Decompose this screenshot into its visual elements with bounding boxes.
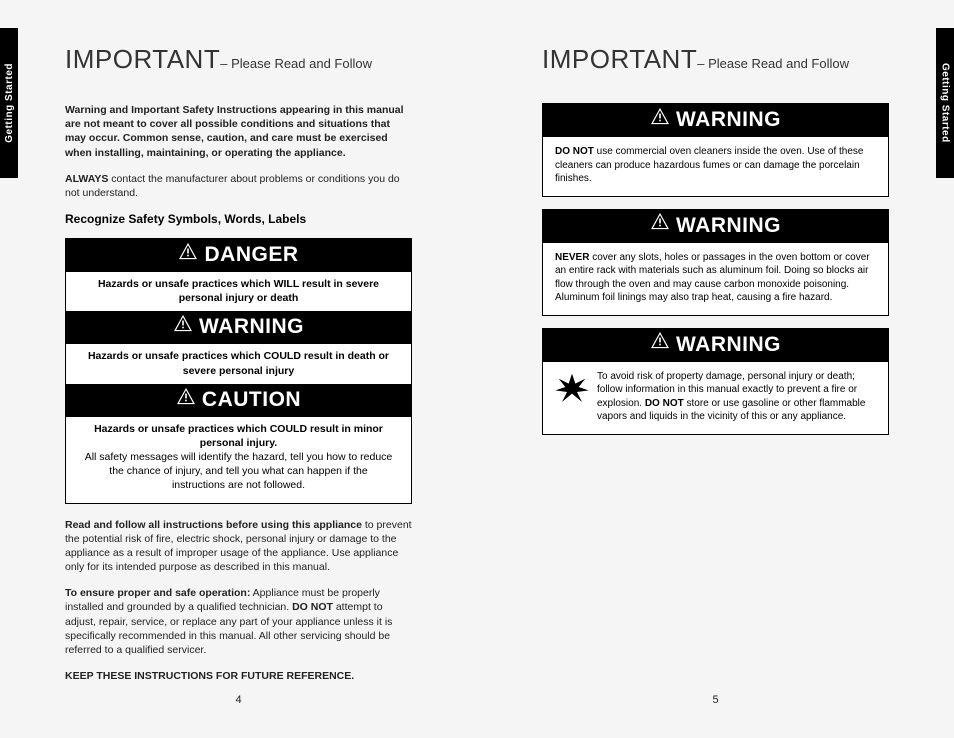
page-number-right: 5	[712, 694, 718, 706]
page-title-right: IMPORTANT– Please Read and Follow	[542, 44, 889, 75]
warning-never: NEVER	[555, 252, 589, 263]
page-title-big-r: IMPORTANT	[542, 44, 697, 74]
warning-text-1: use commercial oven cleaners inside the …	[555, 146, 863, 184]
intro-paragraph-1: Warning and Important Safety Instruction…	[65, 103, 412, 160]
para-read-follow-bold: Read and follow all instructions before …	[65, 519, 362, 531]
caution-body: Hazards or unsafe practices which COULD …	[66, 417, 411, 503]
section-tab-left-label: Getting Started	[4, 63, 15, 143]
warning-label-1: WARNING	[676, 108, 781, 131]
page-title-dash-r: –	[697, 56, 704, 71]
subheading-recognize: Recognize Safety Symbols, Words, Labels	[65, 212, 412, 226]
warning-box-explosion: WARNING To avoid risk of property damage…	[542, 328, 889, 435]
warning-body-explosion: To avoid risk of property damage, person…	[543, 362, 888, 434]
page-title-small: Please Read and Follow	[231, 56, 372, 71]
para-safe-bold: To ensure proper and safe operation:	[65, 587, 250, 599]
intro-always-rest: contact the manufacturer about problems …	[65, 173, 400, 199]
page-right: Getting Started IMPORTANT– Please Read a…	[477, 0, 954, 738]
caution-header: CAUTION	[66, 384, 411, 417]
caution-body-1: Hazards or unsafe practices which COULD …	[94, 423, 383, 449]
warning-body-foil: NEVER cover any slots, holes or passages…	[543, 243, 888, 315]
danger-header: DANGER	[66, 239, 411, 272]
warning-header-1: WARNING	[543, 104, 888, 137]
warning-header-3: WARNING	[543, 329, 888, 362]
page-number-left: 4	[235, 694, 241, 706]
page-title-left: IMPORTANT– Please Read and Follow	[65, 44, 412, 75]
page-spread: Getting Started IMPORTANT– Please Read a…	[0, 0, 954, 738]
warning-label: WARNING	[199, 315, 304, 338]
alert-triangle-icon	[178, 242, 198, 266]
caution-label: CAUTION	[202, 388, 301, 411]
para-safe-operation: To ensure proper and safe operation: App…	[65, 586, 412, 657]
para-safe-donot: DO NOT	[292, 601, 333, 613]
warning-body: Hazards or unsafe practices which COULD …	[66, 344, 411, 383]
warning-header-2: WARNING	[543, 210, 888, 243]
warning-exp-donot: DO NOT	[645, 398, 684, 409]
warning-box-foil: WARNING NEVER cover any slots, holes or …	[542, 209, 889, 316]
alert-triangle-icon	[173, 314, 193, 338]
page-title-small-r: Please Read and Follow	[708, 56, 849, 71]
section-tab-left: Getting Started	[0, 28, 18, 178]
warning-box-cleaners: WARNING DO NOT use commercial oven clean…	[542, 103, 889, 197]
intro-always: ALWAYS	[65, 173, 108, 185]
alert-triangle-icon	[650, 212, 670, 236]
danger-body: Hazards or unsafe practices which WILL r…	[66, 272, 411, 311]
intro-paragraph-2: ALWAYS contact the manufacturer about pr…	[65, 172, 412, 200]
page-title-big: IMPORTANT	[65, 44, 220, 74]
safety-symbols-box: DANGER Hazards or unsafe practices which…	[65, 238, 412, 504]
alert-triangle-icon	[650, 107, 670, 131]
warning-label-2: WARNING	[676, 214, 781, 237]
warning-donot-1: DO NOT	[555, 146, 594, 157]
para-keep-instructions: KEEP THESE INSTRUCTIONS FOR FUTURE REFER…	[65, 669, 412, 683]
danger-label: DANGER	[204, 243, 298, 266]
alert-triangle-icon	[650, 331, 670, 355]
explosion-icon	[555, 372, 589, 407]
warning-body-cleaners: DO NOT use commercial oven cleaners insi…	[543, 137, 888, 196]
warning-label-3: WARNING	[676, 333, 781, 356]
warning-header: WARNING	[66, 311, 411, 344]
page-left: Getting Started IMPORTANT– Please Read a…	[0, 0, 477, 738]
warning-text-3: To avoid risk of property damage, person…	[597, 370, 876, 424]
warning-text-2: cover any slots, holes or passages in th…	[555, 252, 870, 304]
para-read-follow: Read and follow all instructions before …	[65, 518, 412, 575]
section-tab-right-label: Getting Started	[940, 63, 951, 143]
alert-triangle-icon	[176, 387, 196, 411]
caution-body-2: All safety messages will identify the ha…	[85, 451, 393, 491]
page-title-dash: –	[220, 56, 227, 71]
section-tab-right: Getting Started	[936, 28, 954, 178]
